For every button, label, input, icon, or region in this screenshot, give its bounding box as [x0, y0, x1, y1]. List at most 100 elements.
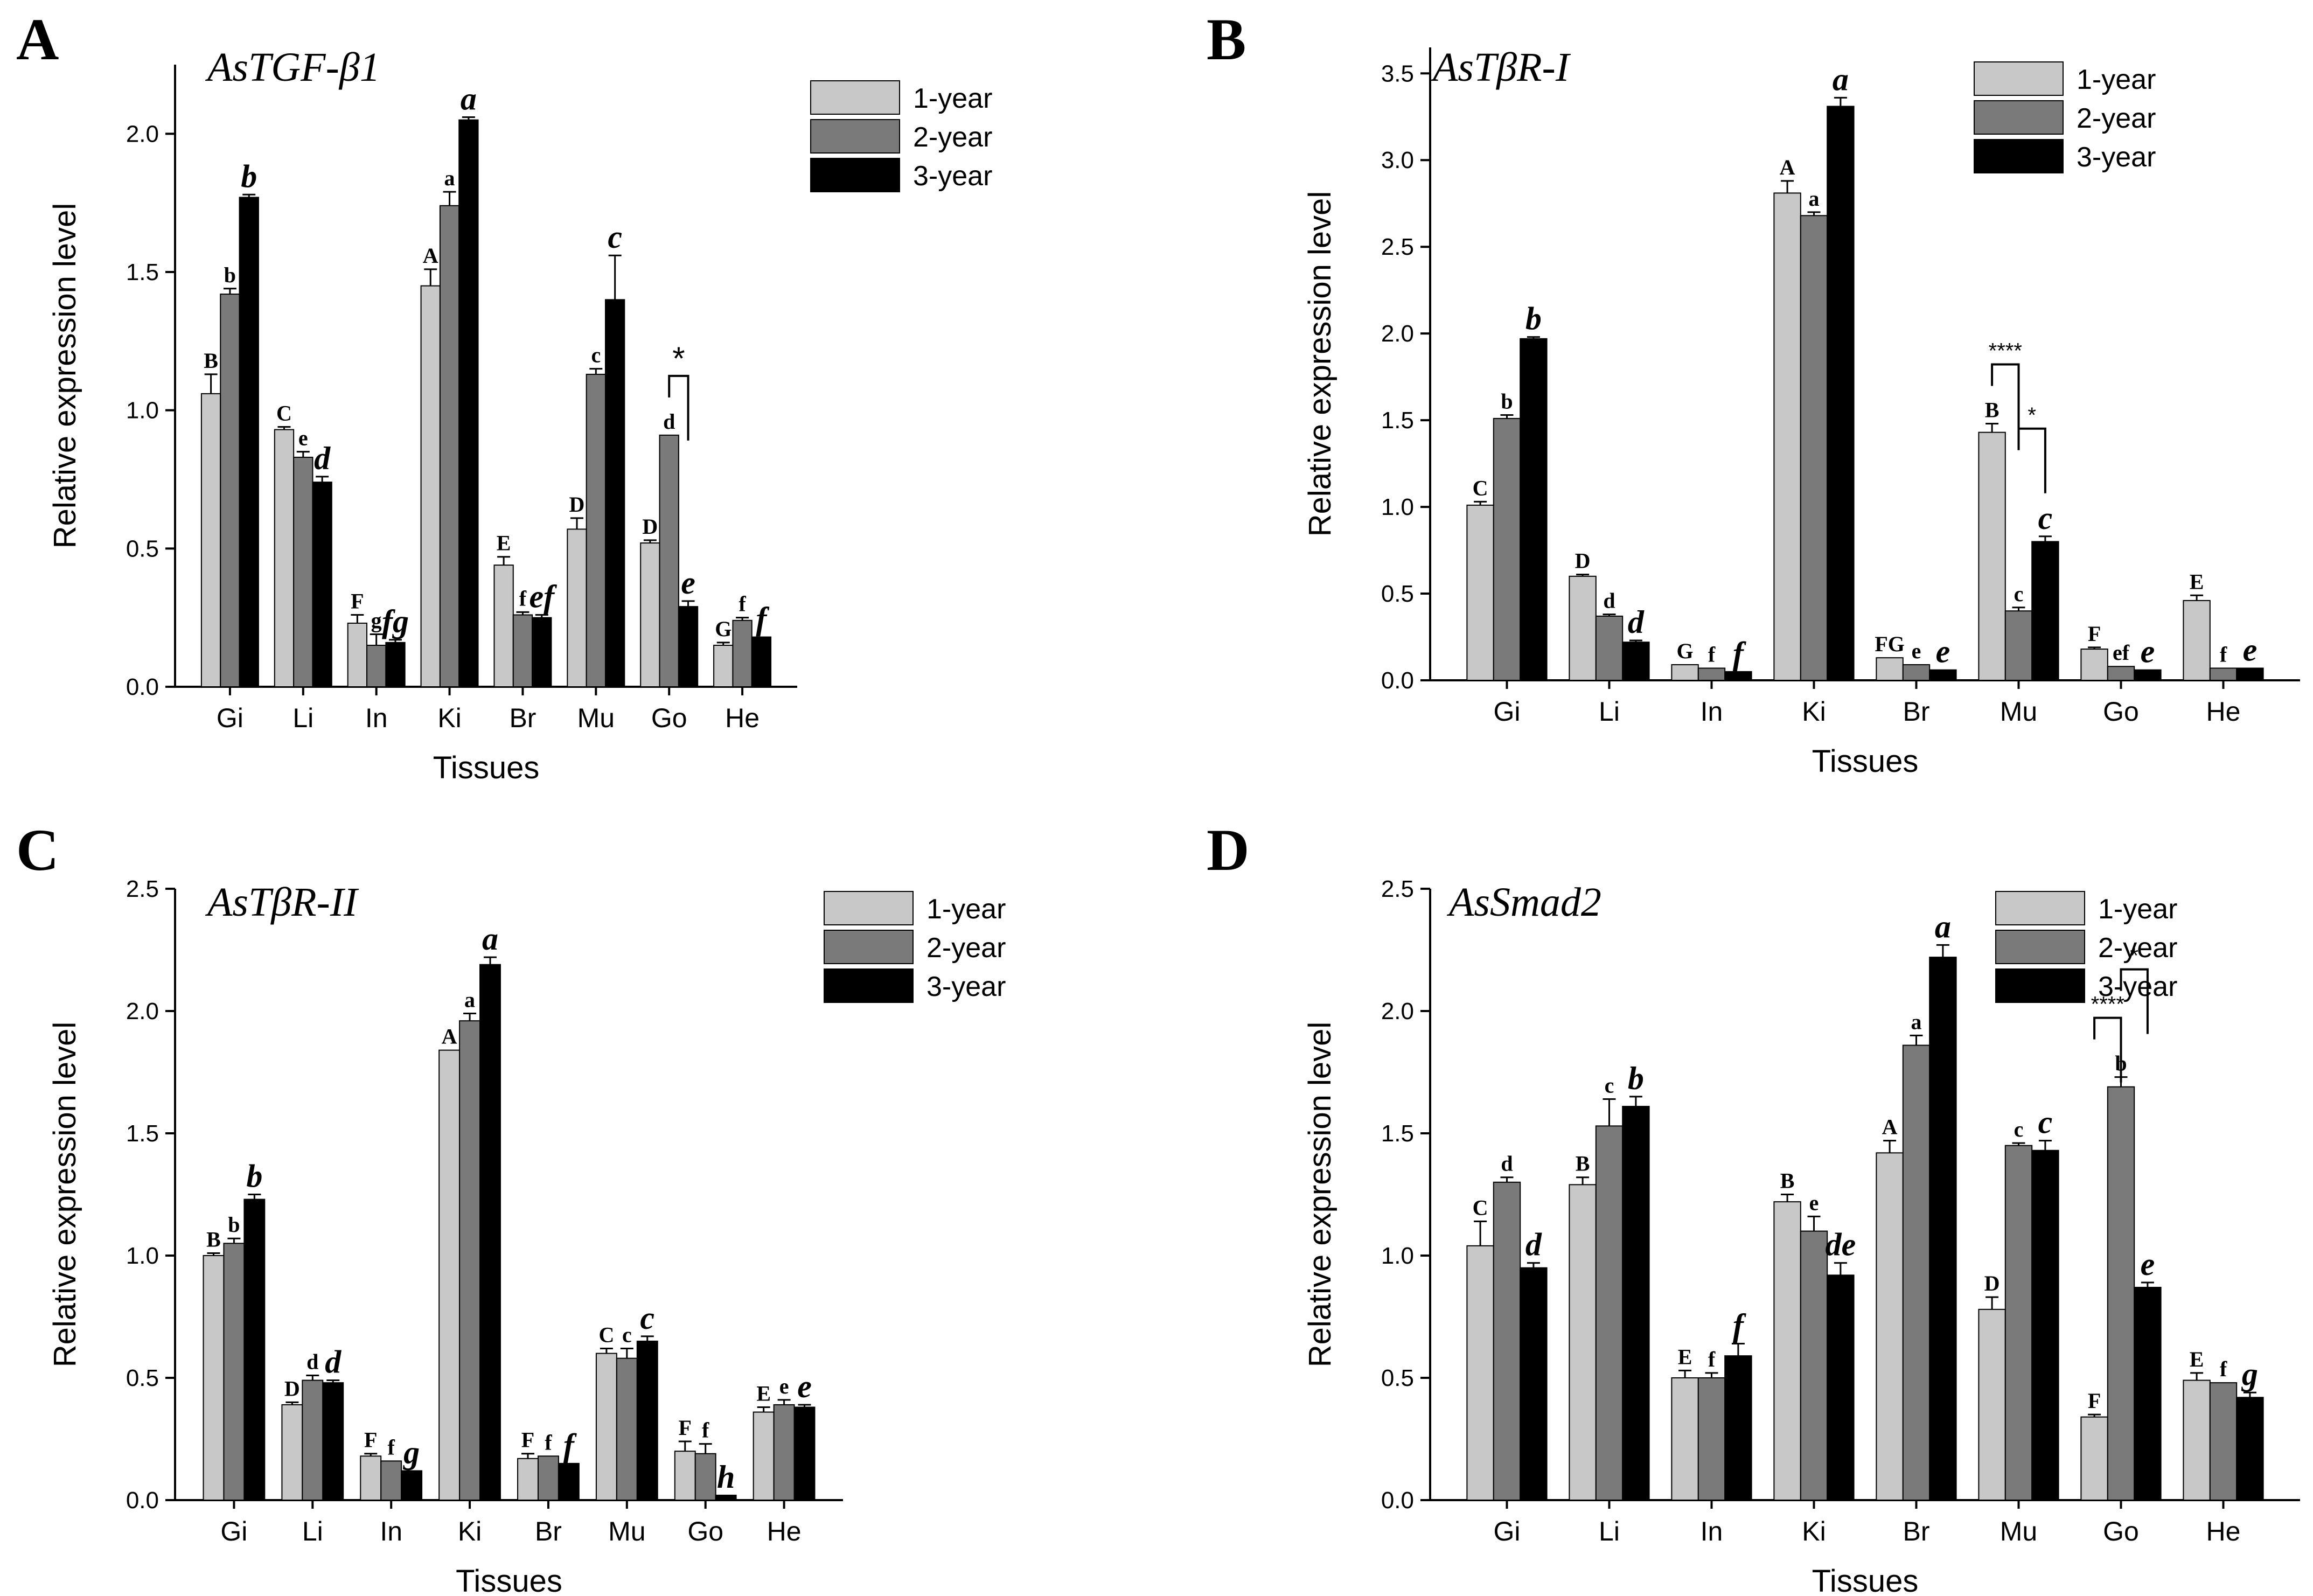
- significance-letter: f: [2220, 1357, 2227, 1381]
- bar-mu-1y: [595, 1353, 617, 1501]
- y-tick-label: 1.5: [126, 1120, 159, 1147]
- significance-letter: ef: [2113, 640, 2130, 665]
- legend-label: 2-year: [913, 122, 992, 153]
- x-tick-label-he: He: [767, 1516, 802, 1546]
- legend: 1-year 2-year 3-year: [1995, 891, 2177, 1003]
- significance-letter: g: [2241, 1356, 2258, 1392]
- significance-letter: a: [444, 166, 455, 190]
- bar-gi-2y: [1493, 417, 1521, 681]
- legend-label: 3-year: [2098, 971, 2177, 1002]
- y-tick-label: 0.0: [126, 1487, 159, 1514]
- gene-title: AsTGF-β1: [205, 45, 380, 90]
- significance-stars: *: [2130, 944, 2138, 968]
- bar-br-3y: [1929, 957, 1957, 1501]
- legend-swatch-1y: [824, 891, 914, 925]
- x-tick-label-gi: Gi: [217, 703, 243, 733]
- legend-label: 3-year: [2077, 142, 2156, 173]
- bar-he-1y: [713, 645, 734, 687]
- significance-letter: D: [284, 1376, 300, 1400]
- bar-li-1y: [274, 429, 295, 687]
- significance-letter: e: [2141, 634, 2155, 670]
- x-tick-label-mu: Mu: [608, 1516, 645, 1546]
- significance-stars: ****: [1989, 339, 2022, 363]
- significance-letter: e: [681, 565, 695, 601]
- legend-label: 2-year: [2077, 103, 2156, 134]
- significance-letter: E: [2190, 1347, 2204, 1371]
- significance-letter: b: [246, 1159, 262, 1194]
- significance-letter: c: [591, 343, 601, 367]
- legend-swatch-3y: [824, 968, 914, 1003]
- legend-swatch-3y: [810, 158, 900, 192]
- x-tick-label-go: Go: [687, 1516, 723, 1546]
- significance-letter: d: [325, 1344, 342, 1380]
- significance-letter: E: [2190, 569, 2204, 594]
- significance-letter: c: [2038, 1105, 2053, 1140]
- y-tick-label: 1.0: [1381, 1243, 1414, 1269]
- x-tick-label-he: He: [725, 703, 760, 733]
- x-tick-label-gi: Gi: [220, 1516, 247, 1546]
- significance-letter: b: [228, 1212, 240, 1237]
- y-axis-title: Relative expression level: [1302, 191, 1337, 537]
- bar-ki-2y: [1800, 215, 1828, 681]
- y-tick-label: 3.0: [1381, 147, 1414, 173]
- y-tick-label: 2.0: [126, 121, 159, 147]
- significance-letter: F: [351, 589, 364, 614]
- significance-letter: c: [622, 1323, 632, 1347]
- significance-letter: f: [702, 1418, 709, 1442]
- legend: 1-year 2-year 3-year: [1974, 61, 2156, 173]
- significance-letter: e: [1936, 634, 1950, 670]
- y-tick-label: 1.0: [126, 1243, 159, 1269]
- legend-label: 1-year: [2077, 64, 2156, 95]
- y-axis-title: Relative expression level: [47, 203, 82, 549]
- significance-letter: d: [663, 409, 675, 434]
- significance-letter: F: [364, 1428, 377, 1452]
- y-tick-label: 2.0: [1381, 998, 1414, 1024]
- significance-letter: B: [1780, 1169, 1795, 1193]
- significance-letter: f: [1733, 636, 1746, 671]
- x-axis-title: Tissues: [433, 750, 540, 785]
- bar-mu-2y: [2004, 1145, 2033, 1501]
- bar-li-3y: [1622, 642, 1650, 681]
- x-tick-label-gi: Gi: [1494, 696, 1521, 727]
- legend-swatch-2y: [824, 930, 914, 964]
- x-tick-label-go: Go: [2103, 1516, 2139, 1546]
- x-tick-label-ki: Ki: [437, 703, 461, 733]
- bar-br-1y: [1876, 1152, 1904, 1501]
- significance-letter: e: [1809, 1190, 1819, 1215]
- bar-li-3y: [322, 1382, 344, 1501]
- x-tick-label-he: He: [2206, 1516, 2241, 1546]
- bar-gi-2y: [223, 1243, 245, 1501]
- panel-d: D AsSmad2 0.0 0.5 1.0 1.5 2.0 2.5 Relative expre…: [1207, 817, 2300, 1596]
- significance-letter: b: [1628, 1061, 1644, 1096]
- significance-letter: d: [1603, 589, 1615, 613]
- bar-he-3y: [751, 636, 772, 687]
- bar-go-2y: [2107, 1086, 2135, 1501]
- significance-letter: b: [1501, 389, 1513, 413]
- bar-mu-3y: [636, 1340, 658, 1501]
- bar-ki-2y: [1800, 1230, 1828, 1501]
- bar-mu-1y: [567, 528, 587, 688]
- bar-ki-1y: [438, 1049, 461, 1501]
- significance-letter: c: [640, 1300, 654, 1336]
- significance-letter: C: [276, 401, 292, 425]
- bar-he-2y: [732, 619, 753, 688]
- significance-letter: f: [1708, 1347, 1716, 1371]
- bar-in-1y: [347, 622, 368, 688]
- y-tick-label: 0.5: [1381, 581, 1414, 607]
- gene-title: AsSmad2: [1446, 880, 1601, 925]
- significance-letter: a: [1809, 186, 1820, 211]
- bar-in-2y: [1697, 667, 1726, 681]
- bar-ki-2y: [439, 205, 460, 687]
- significance-letter: FG: [1875, 632, 1905, 656]
- bar-gi-2y: [1493, 1181, 1521, 1501]
- significance-letter: e: [1912, 639, 1921, 663]
- significance-letter: B: [204, 349, 218, 373]
- bar-go-3y: [715, 1494, 737, 1501]
- significance-letter: E: [1678, 1344, 1692, 1369]
- significance-letter: E: [756, 1381, 771, 1405]
- significance-bracket: [2093, 1016, 2122, 1083]
- significance-letter: de: [1826, 1227, 1856, 1263]
- significance-letter: G: [715, 617, 731, 641]
- bar-gi-3y: [1520, 1267, 1548, 1501]
